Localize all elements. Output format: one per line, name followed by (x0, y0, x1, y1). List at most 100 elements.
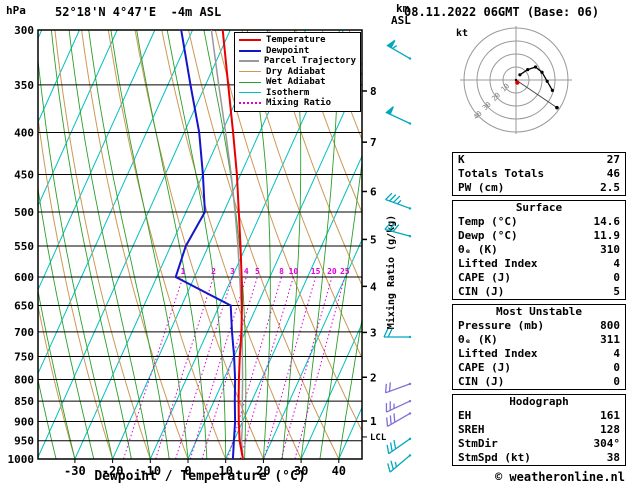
legend-swatch-isotherm (239, 92, 261, 94)
table-row-label: Totals Totals (458, 167, 545, 180)
mixing-ratio-label: 3 (230, 267, 235, 276)
data-table: K 27 Totals Totals 46 PW (cm) 2.5 (452, 152, 626, 196)
storm-motion-line (515, 79, 558, 109)
wind-barb (383, 328, 412, 339)
km-tick-label: 7 (370, 136, 377, 149)
isotherm-line (300, 322, 362, 459)
table-row-label: Pressure (mb) (458, 319, 545, 332)
legend-item-dewpoint: Dewpoint (239, 46, 356, 57)
table-row: CAPE (J) 0 (453, 271, 625, 285)
hodo-center-dot (514, 78, 518, 82)
mixing-ratio-label: 10 (289, 267, 299, 276)
table-row-value: 800 (600, 319, 620, 332)
x-tick-label: 30 (294, 464, 308, 478)
mixing-ratio-label: 5 (255, 267, 260, 276)
table-row-label: CIN (J) (458, 375, 505, 388)
legend-swatch-dry-adiabat (239, 71, 261, 73)
km-tick-label: 1 (370, 415, 377, 428)
pressure-tick-label: 300 (14, 24, 34, 37)
pressure-tick-label: 500 (14, 206, 34, 219)
table-row-value: 161 (600, 409, 620, 422)
lcl-label: LCL (370, 433, 387, 443)
table-row-label: Lifted Index (458, 257, 538, 270)
mixing-ratio-label: 4 (244, 267, 249, 276)
mixing-ratio-label: 8 (279, 267, 284, 276)
hodo-trace-dot (540, 70, 544, 74)
hodo-ring-label: 30 (481, 100, 493, 112)
x-tick-label: 20 (256, 464, 270, 478)
legend-label: Mixing Ratio (266, 98, 332, 109)
data-table: Hodograph EH 161 SREH 128 StmDir 304° StmSpd (k… (452, 394, 626, 466)
pressure-tick-label: 800 (14, 373, 34, 386)
isotherm-line (38, 30, 194, 375)
legend-swatch-wet-adiabat (239, 81, 261, 83)
pressure-tick-label: 1000 (8, 453, 35, 466)
hodo-ring (476, 40, 556, 120)
run-datetime: 08.11.2022 06GMT (Base: 06) (404, 5, 600, 19)
hodo-trace-dot (545, 79, 549, 83)
copyright: © weatheronline.nl (494, 470, 625, 484)
table-header: Hodograph (509, 395, 569, 408)
table-row: StmSpd (kt) 38 (453, 451, 625, 465)
dry-adiabat-line (402, 30, 455, 459)
pressure-tick-label: 450 (14, 168, 34, 181)
table-row-value: 27 (606, 153, 620, 166)
table-row-label: StmSpd (kt) (458, 451, 531, 464)
wet-adiabat-line (68, 30, 151, 459)
legend-swatch-temperature (239, 39, 261, 42)
mixing-ratio-label: 1 (181, 267, 186, 276)
x-axis-label: Dewpoint / Temperature (°C) (94, 469, 306, 484)
pressure-tick-label: 850 (14, 395, 34, 408)
series-dewpoint (174, 30, 237, 459)
table-row: StmDir 304° (453, 437, 625, 451)
table-row: K 27 (453, 153, 625, 167)
table-row-value: 0 (613, 361, 620, 374)
pressure-tick-label: 600 (14, 271, 34, 284)
x-tick-label: -30 (64, 464, 86, 478)
mixing-ratio-axis-label: Mixing Ratio (g/kg) (385, 215, 397, 329)
km-tick-label: 5 (370, 233, 377, 246)
mixing-ratio-line (263, 276, 317, 459)
hodo-ring-label: 20 (490, 91, 502, 103)
wet-adiabat-line (338, 315, 362, 459)
table-row-label: K (458, 153, 465, 166)
data-table: Surface Temp (°C) 14.6 Dewp (°C) 11.9 θₑ (K) 3… (452, 200, 626, 300)
wet-adiabat-line (38, 377, 57, 459)
mixing-ratio-line (227, 276, 282, 459)
table-row-value: 14.6 (593, 215, 621, 228)
mixing-ratio-label: 2 (211, 267, 216, 276)
table-row: Dewp (°C) 11.9 (453, 229, 625, 243)
pressure-tick-label: 350 (14, 79, 34, 92)
legend-item-parcel-trajectory: Parcel Trajectory (239, 56, 356, 67)
km-tick-label: 3 (370, 326, 377, 339)
hodo-trace-dot (550, 88, 554, 92)
table-row-label: CAPE (J) (458, 361, 511, 374)
mixing-ratio-line (122, 276, 184, 459)
isotherm-line (38, 30, 80, 124)
legend-item-mixing-ratio: Mixing Ratio (239, 98, 356, 109)
table-row-label: PW (cm) (458, 181, 505, 194)
mixing-ratio-line (280, 276, 333, 459)
table-row-label: θₑ (K) (458, 243, 498, 256)
km-axis-label: km (396, 2, 410, 15)
legend-item-isotherm: Isotherm (239, 88, 356, 99)
hodo-trace-dot (533, 65, 538, 69)
table-row-value: 0 (613, 375, 620, 388)
dry-adiabat-line (38, 303, 76, 459)
pressure-tick-label: 700 (14, 326, 34, 339)
table-row: CIN (J) 5 (453, 285, 625, 299)
hodo-ring-label: 40 (472, 110, 484, 122)
table-row-label: CIN (J) (458, 285, 505, 298)
wind-barb (384, 222, 412, 238)
table-row-label: CAPE (J) (458, 271, 511, 284)
isotherm-line (38, 30, 231, 459)
table-row: Lifted Index 4 (453, 257, 625, 271)
table-row-label: Lifted Index (458, 347, 538, 360)
table-row-label: Dewp (°C) (458, 229, 518, 242)
legend-swatch-mixing-ratio (239, 102, 261, 105)
table-row-value: 4 (613, 257, 620, 270)
dry-adiabat-line (348, 30, 362, 68)
table-row-label: Temp (°C) (458, 215, 518, 228)
legend-item-wet-adiabat: Wet Adiabat (239, 77, 356, 88)
